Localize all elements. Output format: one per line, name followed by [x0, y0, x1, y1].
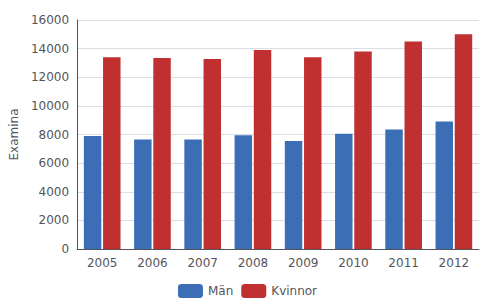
svg-text:2011: 2011 [388, 256, 419, 270]
svg-text:6000: 6000 [39, 156, 70, 170]
svg-text:2009: 2009 [288, 256, 319, 270]
svg-text:4000: 4000 [39, 185, 70, 199]
svg-text:12000: 12000 [31, 70, 69, 84]
svg-text:0: 0 [61, 242, 69, 256]
svg-text:2012: 2012 [439, 256, 470, 270]
svg-text:10000: 10000 [31, 99, 69, 113]
svg-text:16000: 16000 [31, 13, 69, 27]
svg-text:8000: 8000 [39, 128, 70, 142]
svg-text:Kvinnor: Kvinnor [271, 284, 317, 298]
svg-text:Examina: Examina [7, 108, 21, 160]
svg-text:2007: 2007 [187, 256, 218, 270]
svg-text:2010: 2010 [338, 256, 369, 270]
svg-text:2008: 2008 [238, 256, 269, 270]
svg-text:2000: 2000 [39, 213, 70, 227]
svg-text:Män: Män [208, 284, 233, 298]
svg-text:2005: 2005 [87, 256, 118, 270]
svg-text:14000: 14000 [31, 42, 69, 56]
svg-text:2006: 2006 [137, 256, 168, 270]
